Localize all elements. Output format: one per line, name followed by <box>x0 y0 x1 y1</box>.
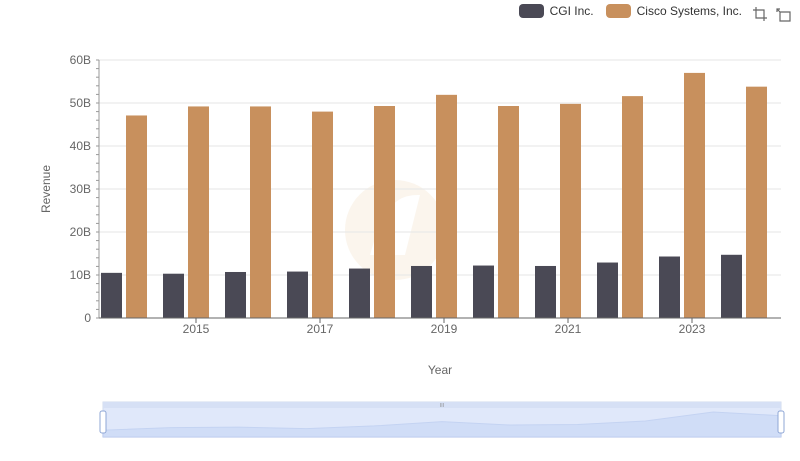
x-axis-title: Year <box>428 363 452 377</box>
zoom-move-bar <box>103 402 781 408</box>
bar-cisco <box>560 103 581 318</box>
y-tick-label: 40B <box>70 139 91 153</box>
bar-cisco <box>622 96 643 319</box>
x-axis: 2015 2017 2019 2021 2023 <box>99 317 781 336</box>
zoom-move-handle-label: III <box>440 403 444 409</box>
bar-cgi <box>411 265 432 318</box>
bar-cgi <box>163 273 184 318</box>
bar-cisco <box>374 106 395 318</box>
zoom-handle-left[interactable] <box>99 410 107 434</box>
x-tick-label: 2017 <box>307 322 334 336</box>
x-tick-label: 2023 <box>679 322 706 336</box>
legend-label: Cisco Systems, Inc. <box>636 4 742 18</box>
x-tick-label: 2021 <box>555 322 582 336</box>
bar-cisco <box>436 94 457 318</box>
bar-cgi <box>597 262 618 318</box>
zoom-reset-icon[interactable] <box>776 6 792 22</box>
y-tick-label: 20B <box>70 225 91 239</box>
chart-toolbar <box>752 6 792 22</box>
legend-swatch <box>518 4 544 18</box>
y-tick-label: 10B <box>70 268 91 282</box>
y-tick-label: 30B <box>70 182 91 196</box>
legend-item-1[interactable]: Cisco Systems, Inc. <box>605 4 742 18</box>
y-tick-label: 60B <box>70 53 91 67</box>
bar-cisco <box>684 72 705 319</box>
bar-cgi <box>473 265 494 318</box>
bar-cgi <box>659 256 680 318</box>
legend-swatch <box>605 4 631 18</box>
bar-cisco <box>746 86 767 318</box>
x-tick-label: 2015 <box>183 322 210 336</box>
bar-cisco <box>126 115 147 318</box>
bar-cisco <box>498 106 519 318</box>
y-tick-label: 0 <box>84 311 91 325</box>
bar-cgi <box>101 272 122 318</box>
bar-cgi <box>721 254 742 318</box>
bar-cisco <box>250 106 271 318</box>
zoom-select-icon[interactable] <box>752 6 768 22</box>
y-axis-title: Revenue <box>39 165 53 213</box>
bar-cisco <box>312 111 333 318</box>
legend-label: CGI Inc. <box>549 4 594 18</box>
zoom-handle-right[interactable] <box>777 410 785 434</box>
chart-legend: CGI Inc. Cisco Systems, Inc. <box>518 4 742 18</box>
bar-cgi <box>535 265 556 318</box>
bars-group <box>101 72 767 319</box>
x-tick-label: 2019 <box>431 322 458 336</box>
y-tick-label: 50B <box>70 96 91 110</box>
y-axis-ticks: 0 10B 20B 30B 40B 50B 60B <box>70 53 100 325</box>
bar-cgi <box>287 271 308 318</box>
bar-cisco <box>188 106 209 318</box>
bar-cgi <box>225 271 246 318</box>
bar-cgi <box>349 268 370 318</box>
legend-item-0[interactable]: CGI Inc. <box>518 4 594 18</box>
